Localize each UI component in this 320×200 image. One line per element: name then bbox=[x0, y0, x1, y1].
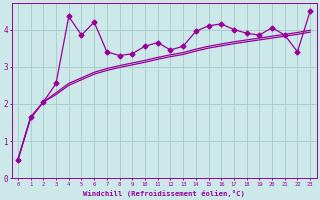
X-axis label: Windchill (Refroidissement éolien,°C): Windchill (Refroidissement éolien,°C) bbox=[83, 190, 245, 197]
